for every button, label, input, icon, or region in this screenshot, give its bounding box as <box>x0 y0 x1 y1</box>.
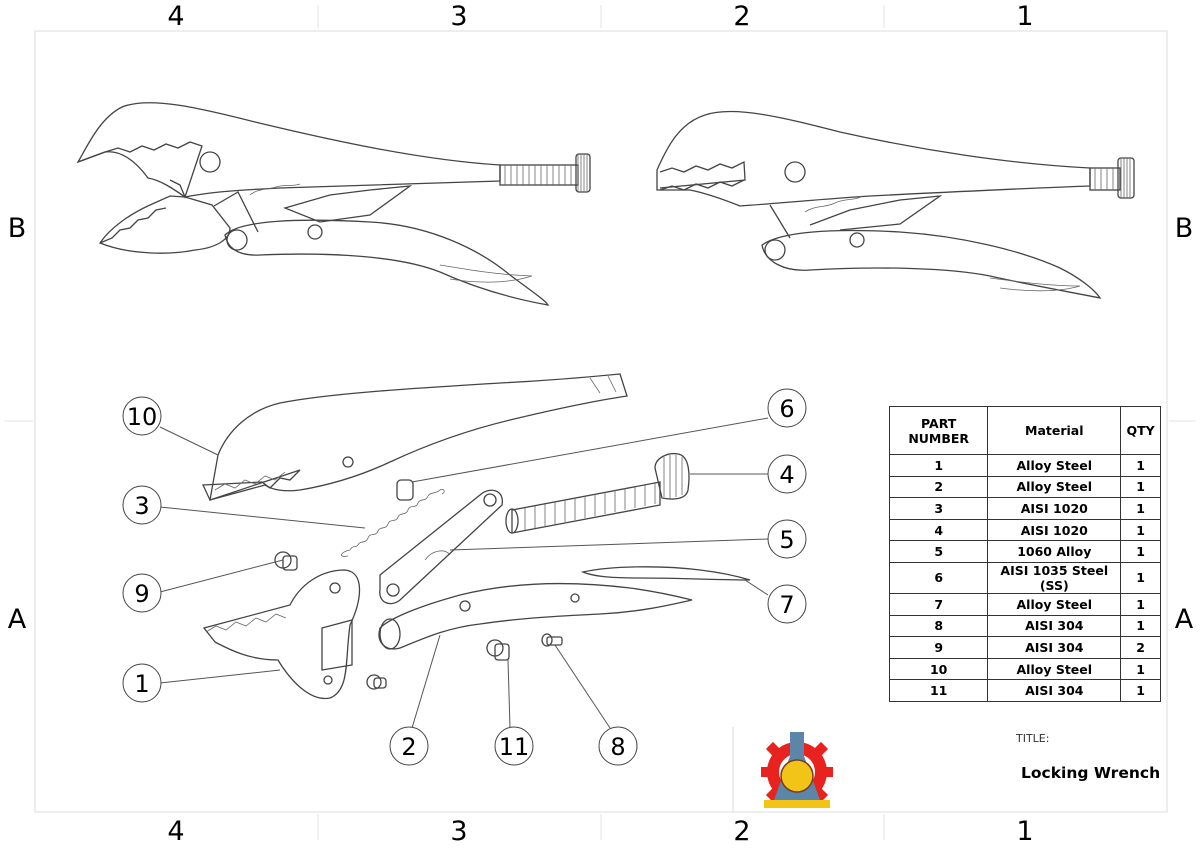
balloon-8: 8 <box>598 726 638 766</box>
bom-cell-part: 4 <box>888 518 989 542</box>
bom-cell-qty: 1 <box>1120 679 1161 702</box>
balloon-9: 9 <box>122 573 162 613</box>
emblem-icon <box>780 759 814 793</box>
balloon-7: 7 <box>767 584 807 624</box>
table-row: 7 Alloy Steel 1 <box>888 592 1161 616</box>
bom-cell-part: 8 <box>888 614 989 638</box>
zone-right-a: A <box>1175 604 1194 635</box>
table-row: 6 AISI 1035 Steel (SS) 1 <box>888 561 1161 594</box>
table-row: 10 Alloy Steel 1 <box>888 657 1161 681</box>
balloon-5: 5 <box>767 519 807 559</box>
bom-cell-material: AISI 1035 Steel (SS) <box>987 561 1122 594</box>
wrench-closed-view <box>656 110 1135 299</box>
balloon-3-label: 3 <box>134 492 149 520</box>
bom-cell-part: 9 <box>888 636 989 659</box>
bom-cell-material: AISI 304 <box>987 636 1122 659</box>
bom-cell-material: AISI 304 <box>987 614 1122 638</box>
faculty-logo <box>761 732 833 808</box>
zone-bottom-4: 4 <box>167 816 184 847</box>
bom-cell-part: 11 <box>888 679 989 702</box>
bom-cell-part: 5 <box>888 540 989 563</box>
zone-top-2: 2 <box>733 1 750 32</box>
balloon-5-label: 5 <box>779 526 794 554</box>
bom-header-material: Material <box>987 406 1122 455</box>
bom-cell-material: Alloy Steel <box>987 592 1122 616</box>
exploded-view <box>202 373 751 700</box>
bom-cell-part: 7 <box>888 592 989 616</box>
bom-cell-qty: 1 <box>1120 561 1161 594</box>
zone-left-a: A <box>8 604 27 635</box>
table-row: 11 AISI 304 1 <box>888 679 1161 702</box>
table-row: 2 Alloy Steel 1 <box>888 475 1161 499</box>
bom-cell-qty: 1 <box>1120 657 1161 681</box>
bom-cell-material: 1060 Alloy <box>987 540 1122 563</box>
zone-top-3: 3 <box>450 1 467 32</box>
bom-cell-part: 2 <box>888 475 989 499</box>
balloon-6-label: 6 <box>779 395 794 423</box>
bom-cell-part: 10 <box>888 657 989 681</box>
bom-cell-part: 1 <box>888 454 989 477</box>
bom-cell-material: Alloy Steel <box>987 454 1122 477</box>
bom-cell-qty: 1 <box>1120 540 1161 563</box>
bom-cell-material: Alloy Steel <box>987 475 1122 499</box>
balloon-11-label: 11 <box>499 733 530 761</box>
bom-cell-part: 6 <box>888 561 989 594</box>
bom-cell-qty: 1 <box>1120 475 1161 499</box>
table-row: 4 AISI 1020 1 <box>888 518 1161 542</box>
table-row: 8 AISI 304 1 <box>888 614 1161 638</box>
bom-cell-material: Alloy Steel <box>987 657 1122 681</box>
bom-cell-qty: 1 <box>1120 614 1161 638</box>
bom-cell-material: AISI 1020 <box>987 518 1122 542</box>
balloon-8-label: 8 <box>610 733 625 761</box>
balloon-3: 3 <box>122 485 162 525</box>
bom-cell-material: AISI 1020 <box>987 497 1122 520</box>
bill-of-materials-table: PART NUMBER Material QTY 1 Alloy Steel 1 2… <box>888 406 1161 702</box>
bom-cell-qty: 2 <box>1120 636 1161 659</box>
table-row: 3 AISI 1020 1 <box>888 497 1161 520</box>
drawing-title: Locking Wrench <box>1021 764 1161 782</box>
bom-cell-material: AISI 304 <box>987 679 1122 702</box>
table-row: 5 1060 Alloy 1 <box>888 540 1161 563</box>
zone-top-4: 4 <box>167 1 184 32</box>
balloon-10-label: 10 <box>127 403 158 431</box>
balloon-2-label: 2 <box>401 733 416 761</box>
zone-dividers <box>4 5 1196 840</box>
balloon-6: 6 <box>767 388 807 428</box>
balloon-4: 4 <box>767 454 807 494</box>
bom-cell-qty: 1 <box>1120 497 1161 520</box>
bom-cell-qty: 1 <box>1120 592 1161 616</box>
leader-lines <box>159 417 769 729</box>
bom-cell-qty: 1 <box>1120 518 1161 542</box>
balloon-7-label: 7 <box>779 591 794 619</box>
table-row: 1 Alloy Steel 1 <box>888 454 1161 477</box>
wrench-open-view <box>76 102 591 306</box>
balloon-10: 10 <box>122 396 162 436</box>
title-label: TITLE: <box>1016 732 1050 745</box>
bom-cell-qty: 1 <box>1120 454 1161 477</box>
bom-header-qty: QTY <box>1120 406 1161 455</box>
zone-bottom-2: 2 <box>733 816 750 847</box>
balloon-1-label: 1 <box>134 670 149 698</box>
zone-left-b: B <box>8 213 27 244</box>
bom-header-row: PART NUMBER Material QTY <box>888 406 1161 455</box>
bom-header-part-number: PART NUMBER <box>888 406 989 455</box>
balloon-9-label: 9 <box>134 580 149 608</box>
bom-cell-part: 3 <box>888 497 989 520</box>
zone-bottom-3: 3 <box>450 816 467 847</box>
balloon-1: 1 <box>122 663 162 703</box>
balloon-11: 11 <box>494 726 534 766</box>
zone-bottom-1: 1 <box>1016 816 1033 847</box>
table-row: 9 AISI 304 2 <box>888 636 1161 659</box>
sheet-border <box>34 30 1168 813</box>
balloon-2: 2 <box>389 726 429 766</box>
zone-right-b: B <box>1175 213 1194 244</box>
balloon-4-label: 4 <box>779 461 794 489</box>
zone-top-1: 1 <box>1016 1 1033 32</box>
